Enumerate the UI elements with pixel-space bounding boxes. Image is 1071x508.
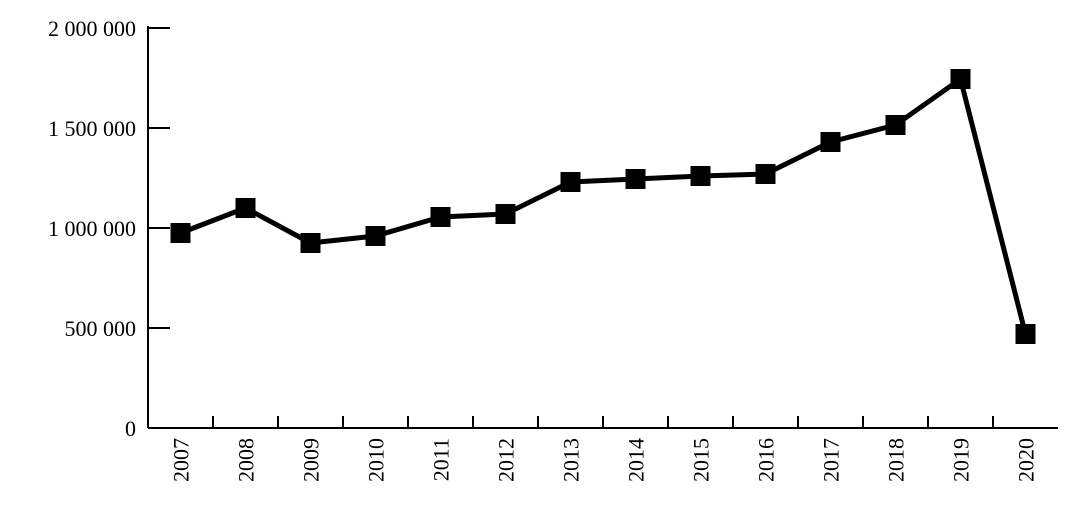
y-tick-label: 500 000 <box>65 316 137 341</box>
x-tick-label: 2018 <box>884 438 909 482</box>
data-marker <box>690 166 711 186</box>
y-tick-label: 2 000 000 <box>48 16 136 41</box>
x-tick-label: 2008 <box>234 438 259 482</box>
data-marker <box>885 115 906 135</box>
data-marker <box>495 204 516 224</box>
x-tick-label: 2017 <box>819 438 844 482</box>
data-marker <box>1015 324 1036 344</box>
x-tick-label: 2011 <box>429 438 454 481</box>
x-tick-label: 2012 <box>494 438 519 482</box>
data-marker <box>560 172 581 192</box>
data-marker <box>625 169 646 189</box>
data-marker <box>365 226 386 246</box>
data-marker <box>170 223 191 243</box>
x-tick-label: 2009 <box>299 438 324 482</box>
x-tick-label: 2015 <box>689 438 714 482</box>
data-marker <box>950 69 971 89</box>
y-tick-label: 1 500 000 <box>48 116 136 141</box>
data-line <box>179 76 1028 335</box>
data-marker <box>300 233 321 253</box>
data-marker <box>820 132 841 152</box>
data-marker <box>235 198 256 218</box>
data-marker <box>755 164 776 184</box>
x-tick-label: 2013 <box>559 438 584 482</box>
x-tick-label: 2019 <box>949 438 974 482</box>
x-tick-label: 2014 <box>624 438 649 482</box>
x-tick-label: 2020 <box>1014 438 1039 482</box>
x-tick-label: 2016 <box>754 438 779 482</box>
x-tick-label: 2007 <box>169 438 194 482</box>
y-tick-label: 0 <box>125 416 136 441</box>
x-tick-label: 2010 <box>364 438 389 482</box>
y-tick-label: 1 000 000 <box>48 216 136 241</box>
data-marker <box>430 207 451 227</box>
